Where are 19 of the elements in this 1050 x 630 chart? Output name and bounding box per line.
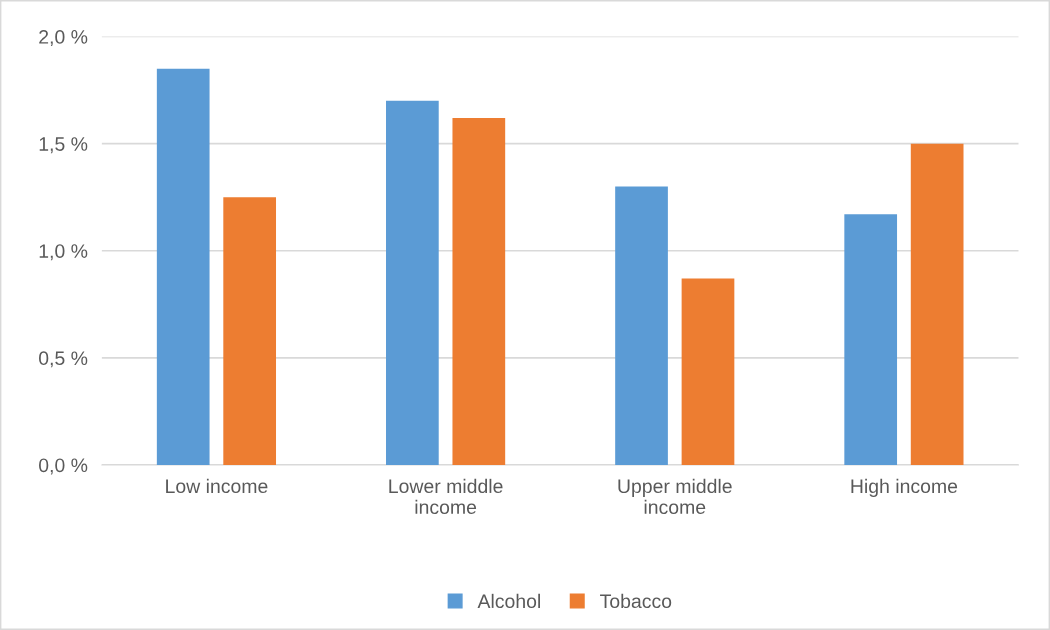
bar	[615, 186, 668, 465]
x-tick-label: High income	[851, 478, 958, 497]
bar	[386, 100, 439, 465]
bar	[910, 143, 964, 465]
x-tick-label: Upper middle income	[618, 478, 732, 515]
y-tick-label: 0,0 %	[39, 458, 88, 475]
bar	[452, 117, 506, 465]
legend-label: Tobacco	[600, 593, 672, 609]
y-tick-label: 0,5 %	[39, 351, 88, 368]
bar	[844, 214, 898, 465]
legend-label: Alcohol	[477, 593, 540, 609]
y-tick-label: 2,0 %	[39, 30, 88, 47]
x-tick-label: Low income	[166, 478, 268, 494]
bar	[156, 68, 210, 465]
x-tick-label: Lower middle income	[389, 478, 503, 515]
bar	[681, 278, 735, 465]
y-tick-label: 1,5 %	[39, 137, 88, 154]
y-tick-label: 1,0 %	[39, 244, 88, 261]
bar	[223, 197, 277, 465]
